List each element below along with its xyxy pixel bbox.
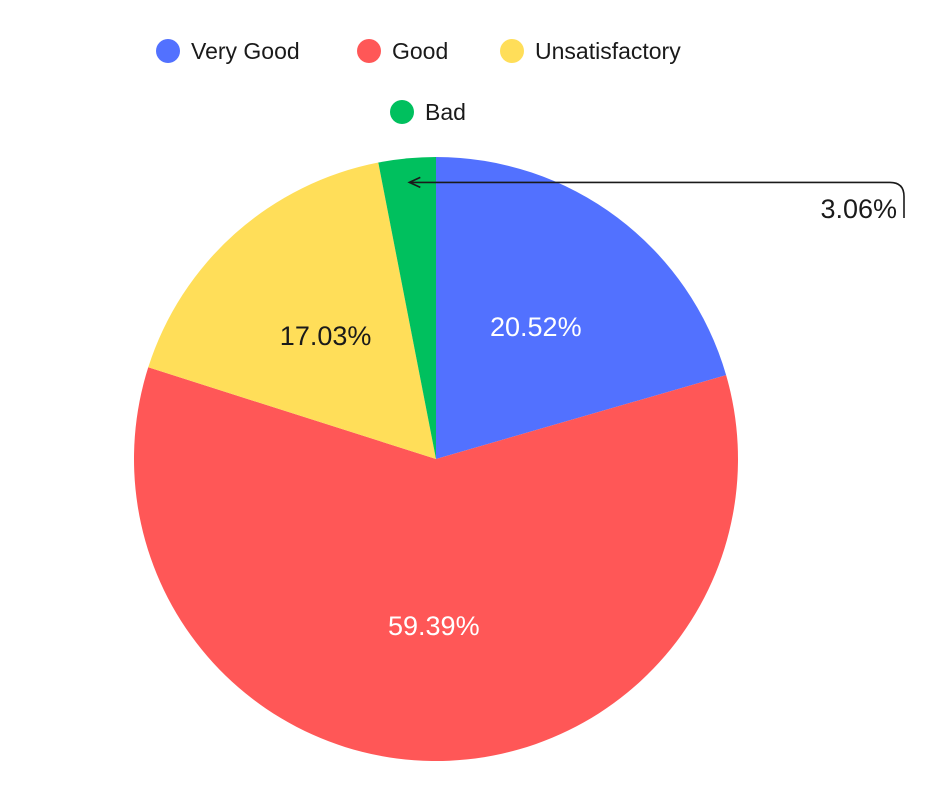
legend-label-very-good: Very Good — [191, 38, 300, 64]
callout-line-bad — [409, 181, 905, 218]
legend-swatch-good — [357, 39, 381, 63]
callout-arrow-bad — [407, 176, 421, 189]
legend-item-good: Good — [357, 38, 448, 64]
legend-item-very-good: Very Good — [156, 38, 300, 64]
slice-unsatisfactory — [148, 162, 436, 459]
legend-label-good: Good — [392, 38, 448, 64]
slice-bad — [378, 157, 436, 459]
slice-very-good — [436, 157, 727, 459]
slice-label-bad: 3.06% — [820, 194, 897, 224]
legend-item-unsatisfactory: Unsatisfactory — [500, 38, 681, 64]
pie-slices — [133, 157, 738, 762]
legend-label-unsatisfactory: Unsatisfactory — [535, 38, 681, 64]
legend-label-bad: Bad — [425, 99, 466, 125]
legend-swatch-very-good — [156, 39, 180, 63]
slice-label-unsatisfactory: 17.03% — [280, 321, 372, 351]
legend-item-bad: Bad — [390, 99, 466, 125]
slice-label-good: 59.39% — [388, 611, 480, 641]
slice-label-very-good: 20.52% — [490, 312, 582, 342]
slice-good — [133, 367, 738, 762]
legend-swatch-bad — [390, 100, 414, 124]
slice-labels: 20.52% 59.39% 17.03% 3.06% — [280, 176, 905, 641]
legend-swatch-unsatisfactory — [500, 39, 524, 63]
legend: Very Good Good Unsatisfactory Bad — [156, 38, 681, 125]
